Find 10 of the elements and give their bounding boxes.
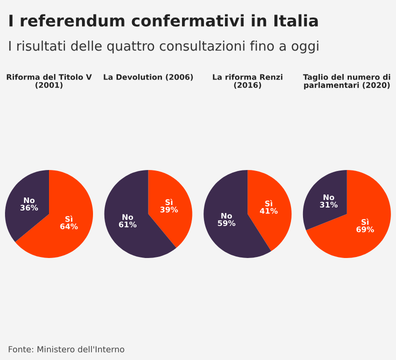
pie-slice bbox=[148, 170, 192, 248]
pie-slice bbox=[248, 170, 292, 252]
pie-slice bbox=[302, 170, 347, 230]
pie-slice bbox=[306, 170, 391, 258]
text: I risultati delle quattro consultazioni fino a oggi bbox=[9, 40, 318, 54]
source-note: Fonte: Ministero dell'Interno bbox=[8, 346, 124, 352]
pie-slice bbox=[15, 170, 93, 258]
pie-slice bbox=[104, 170, 176, 258]
pie-slice bbox=[5, 170, 49, 242]
text: I referendum confermativi in Italia bbox=[9, 14, 318, 27]
